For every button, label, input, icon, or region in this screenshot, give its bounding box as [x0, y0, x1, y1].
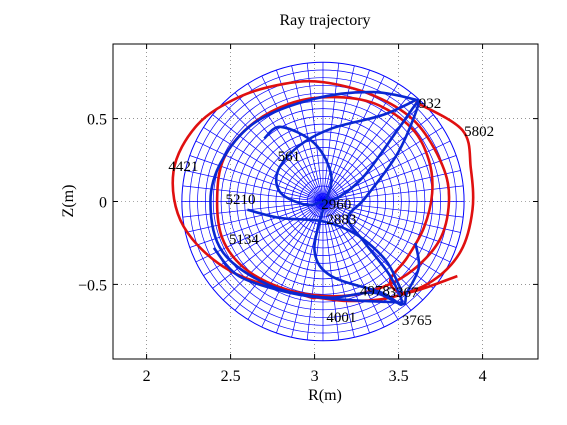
mesh-spoke — [322, 170, 461, 202]
x-axis-label: R(m) — [308, 387, 342, 404]
mesh-spoke — [185, 201, 324, 233]
step-annotation: 4001 — [326, 310, 356, 326]
mesh-spoke — [276, 201, 324, 334]
mesh-spoke — [322, 201, 424, 301]
x-tick-label: 3 — [311, 368, 319, 385]
axis-ticks: 2 2.5 3 3.5 4 −0.5 0 0.5 — [78, 44, 538, 385]
mesh-spoke — [322, 201, 461, 233]
mesh-spoke — [322, 201, 340, 340]
mesh-spoke — [322, 127, 443, 202]
step-annotation: 4978 — [360, 283, 390, 299]
x-tick-label: 3.5 — [389, 368, 409, 385]
mesh-spoke — [185, 170, 324, 202]
ray-path — [209, 90, 419, 304]
y-tick-label: 0 — [99, 195, 107, 212]
x-tick-label: 2.5 — [221, 368, 241, 385]
mesh-spoke — [234, 92, 324, 202]
mesh-spoke — [291, 65, 324, 202]
mesh-spoke — [322, 185, 464, 202]
ray-path — [212, 242, 421, 306]
mesh-spoke — [322, 201, 464, 218]
step-annotation: 2883 — [326, 212, 356, 228]
mesh-spoke — [212, 201, 324, 289]
mesh-spoke — [322, 201, 385, 328]
mesh-spoke — [322, 63, 340, 202]
mesh-spoke — [322, 201, 457, 248]
mesh-spoke — [222, 102, 324, 202]
x-tick-label: 2 — [143, 368, 151, 385]
step-annotation: 5134 — [229, 232, 260, 248]
chart-title: Ray trajectory — [279, 12, 370, 29]
mesh-spoke — [212, 114, 324, 202]
step-annotation: 3367 — [388, 285, 419, 301]
mesh-spoke — [322, 201, 451, 263]
mesh-spoke — [322, 201, 434, 289]
y-tick-label: 0.5 — [87, 112, 107, 129]
mesh-spoke — [247, 83, 324, 202]
step-annotation: 561 — [278, 149, 301, 165]
step-annotation: 4421 — [168, 159, 198, 175]
mesh-spoke — [276, 69, 324, 202]
step-annotation: 3765 — [402, 313, 432, 329]
mesh-spoke — [291, 201, 324, 338]
mesh-spoke — [261, 201, 324, 328]
step-annotation: 5802 — [464, 124, 494, 140]
ray-paths — [171, 79, 475, 307]
mesh-spoke — [189, 155, 324, 202]
ray-path — [247, 208, 404, 294]
mesh-spoke — [189, 201, 324, 248]
mesh-spoke — [182, 185, 324, 202]
mesh-spoke — [203, 127, 324, 202]
step-annotation: 932 — [419, 96, 442, 112]
mesh-spoke — [322, 83, 399, 202]
mesh-spoke — [222, 201, 324, 301]
mesh-spoke — [322, 201, 412, 311]
y-tick-label: −0.5 — [78, 277, 107, 294]
mesh-spoke — [322, 201, 355, 338]
step-annotation: 5210 — [226, 192, 256, 208]
mesh-spoke — [306, 63, 324, 202]
ray-path — [263, 99, 421, 307]
y-axis-label: Z(m) — [60, 185, 77, 218]
mesh-spoke — [261, 75, 324, 202]
step-annotation: 2960 — [321, 197, 351, 213]
x-tick-label: 4 — [479, 368, 487, 385]
mesh-spoke — [203, 201, 324, 276]
mesh-spoke — [195, 140, 324, 202]
mesh-spoke — [306, 201, 324, 340]
